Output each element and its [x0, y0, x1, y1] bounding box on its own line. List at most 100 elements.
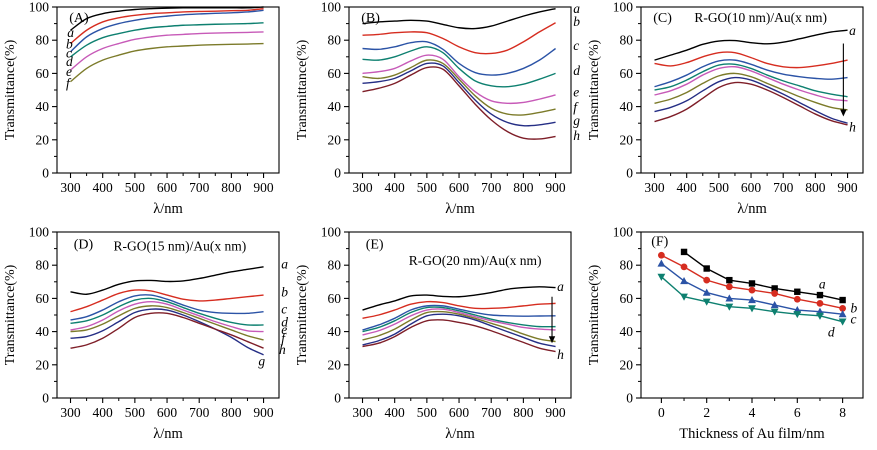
axis-ticks: 300 400 500 600 700 800 900 0 20 40 60 80 100 [29, 225, 274, 420]
marker-triangle-up [748, 296, 756, 304]
panel-tag: (F) [651, 234, 668, 249]
series-line [362, 308, 556, 336]
x-tick-label: 400 [93, 180, 114, 195]
series-label-g: g [258, 354, 265, 369]
series-a: a [680, 248, 846, 304]
series-label-d: d [281, 315, 288, 330]
marker-square [771, 285, 778, 292]
series-g: g [362, 62, 580, 128]
series-d: d [362, 46, 580, 88]
panel-tag: (E) [366, 238, 384, 253]
series-line [70, 9, 264, 53]
series-c [654, 59, 848, 88]
x-tick-label: 2 [703, 405, 710, 420]
series-label-h: h [849, 120, 856, 135]
y-tick-label: 20 [36, 357, 50, 372]
series-e [362, 308, 556, 336]
series-label-f: f [281, 330, 287, 345]
x-tick-label: 300 [60, 180, 81, 195]
series-f: f [70, 305, 287, 345]
x-tick-label: 800 [513, 180, 534, 195]
x-tick-label: 900 [545, 405, 566, 420]
series-b: b [70, 285, 288, 313]
series-label-d: d [573, 63, 580, 78]
series-line [654, 76, 848, 124]
series-label-a: a [819, 276, 826, 291]
x-tick-label: 500 [417, 405, 438, 420]
series-a: a [70, 257, 288, 295]
x-axis-label: Thickness of Au film/nm [679, 426, 825, 442]
y-tick-label: 100 [321, 225, 342, 240]
y-tick-label: 60 [36, 291, 50, 306]
series-label-c: c [573, 38, 579, 53]
series-b: b [66, 7, 264, 52]
marker-circle [725, 283, 733, 291]
series-label-g: g [573, 113, 580, 128]
y-tick-label: 20 [36, 132, 50, 147]
y-tick-label: 80 [620, 33, 634, 48]
series-a: a [654, 23, 856, 61]
series-d [362, 306, 556, 333]
marker-triangle-down [657, 273, 666, 281]
x-tick-label: 900 [545, 180, 566, 195]
x-tick-label: 600 [741, 180, 762, 195]
series-line [362, 62, 556, 127]
series-line [70, 301, 264, 333]
x-tick-label: 300 [352, 405, 373, 420]
series-f: f [66, 42, 264, 91]
series-label-a: a [281, 257, 288, 272]
x-tick-label: 700 [481, 405, 502, 420]
y-tick-label: 80 [328, 258, 342, 273]
series-line [683, 251, 843, 301]
series-line [362, 306, 556, 333]
series-line [654, 63, 848, 98]
marker-triangle-up [770, 301, 779, 309]
x-tick-label: 300 [352, 180, 373, 195]
panel-A: 300 400 500 600 700 800 900 0 20 40 60 80 100 λ/nm Tra… [0, 0, 292, 225]
y-axis-label: Transmittance(%) [295, 264, 310, 365]
marker-circle [680, 263, 688, 271]
series-line [70, 6, 264, 31]
x-tick-label: 900 [253, 405, 274, 420]
marker-square [794, 288, 801, 295]
x-axis-label: λ/nm [737, 201, 767, 217]
y-tick-label: 80 [36, 258, 50, 273]
marker-circle [839, 304, 847, 312]
series-label-a: a [557, 279, 564, 294]
series-line [70, 22, 264, 58]
series-e: e [66, 31, 264, 79]
series-b: b [657, 251, 858, 316]
marker-triangle-down [702, 298, 711, 306]
x-tick-label: 500 [125, 405, 146, 420]
y-tick-label: 0 [626, 166, 633, 181]
series-line [362, 313, 556, 348]
x-tick-label: 400 [677, 180, 698, 195]
y-axis-label: Transmittance(%) [587, 264, 602, 365]
y-tick-label: 60 [328, 291, 342, 306]
x-tick-label: 800 [221, 405, 242, 420]
series-d: d [66, 22, 264, 69]
series-label-f: f [573, 100, 579, 115]
y-tick-label: 20 [620, 132, 634, 147]
y-tick-label: 80 [328, 33, 342, 48]
y-tick-label: 0 [42, 391, 49, 406]
series-a: a [67, 6, 264, 40]
y-tick-label: 40 [36, 99, 50, 114]
series-line [654, 65, 848, 102]
x-tick-label: 4 [749, 405, 756, 420]
y-tick-label: 40 [328, 324, 342, 339]
series-label-d: d [66, 54, 73, 69]
x-tick-label: 500 [417, 180, 438, 195]
series-line [362, 319, 556, 353]
order-arrow [548, 296, 556, 344]
y-tick-label: 100 [29, 0, 50, 15]
x-axis-label: λ/nm [153, 201, 183, 217]
x-tick-label: 600 [449, 405, 470, 420]
x-tick-label: 400 [385, 180, 406, 195]
panel-D: 300 400 500 600 700 800 900 0 20 40 60 80 100 λ/nm Tra… [0, 225, 292, 450]
x-tick-label: 400 [385, 405, 406, 420]
panel-title: R-GO(10 nm)/Au(x nm) [694, 10, 827, 25]
series-line [654, 81, 848, 126]
y-tick-label: 20 [328, 132, 342, 147]
series-label-c: c [66, 46, 72, 61]
